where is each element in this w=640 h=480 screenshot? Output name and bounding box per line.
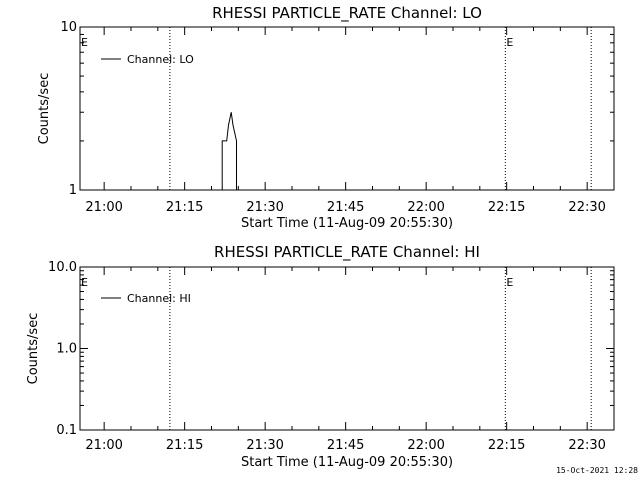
chart-title: RHESSI PARTICLE_RATE Channel: HI xyxy=(214,243,480,262)
event-marker-label: E xyxy=(81,276,88,289)
x-tick-label: 21:15 xyxy=(166,438,203,453)
y-tick-label: 1.0 xyxy=(56,342,77,357)
x-tick-label: 22:30 xyxy=(568,200,605,215)
legend-label: Channel: LO xyxy=(127,53,194,66)
chart-panel-2: RHESSI PARTICLE_RATE Channel: HI 10.0 1.0 0… xyxy=(26,243,615,470)
x-tick-label: 21:15 xyxy=(166,200,203,215)
event-marker-label: E xyxy=(506,36,513,49)
x-tick-label: 21:30 xyxy=(246,438,283,453)
chart-title: RHESSI PARTICLE_RATE Channel: LO xyxy=(212,4,482,23)
event-marker-label: E xyxy=(81,36,88,49)
plot-frame xyxy=(79,26,615,191)
x-tick-label: 22:00 xyxy=(407,438,444,453)
footer-timestamp: 15-Oct-2021 12:28 xyxy=(556,466,638,475)
x-tick-label: 22:30 xyxy=(568,438,605,453)
x-tick-label: 22:15 xyxy=(488,438,525,453)
y-tick-label: 1 xyxy=(69,183,77,198)
x-tick-label: 21:00 xyxy=(85,200,122,215)
legend-label: Channel: HI xyxy=(127,292,191,305)
x-tick-label: 22:15 xyxy=(488,200,525,215)
x-tick-label: 21:45 xyxy=(327,438,364,453)
chart-panel-1: RHESSI PARTICLE_RATE Channel: LO 10 1 21:00… xyxy=(37,4,615,231)
series-line xyxy=(221,112,237,190)
y-tick-label: 10 xyxy=(60,20,77,35)
y-tick-label: 10.0 xyxy=(48,260,77,275)
x-tick-label: 21:00 xyxy=(85,438,122,453)
y-axis-label: Counts/sec xyxy=(37,73,52,145)
event-marker-label: E xyxy=(506,276,513,289)
y-tick-label: 0.1 xyxy=(56,423,77,438)
y-axis-label: Counts/sec xyxy=(26,313,41,385)
x-tick-label: 21:30 xyxy=(246,200,283,215)
x-axis-label: Start Time (11-Aug-09 20:55:30) xyxy=(241,455,453,470)
x-tick-label: 22:00 xyxy=(407,200,444,215)
x-tick-label: 21:45 xyxy=(327,200,364,215)
x-axis-label: Start Time (11-Aug-09 20:55:30) xyxy=(241,216,453,231)
